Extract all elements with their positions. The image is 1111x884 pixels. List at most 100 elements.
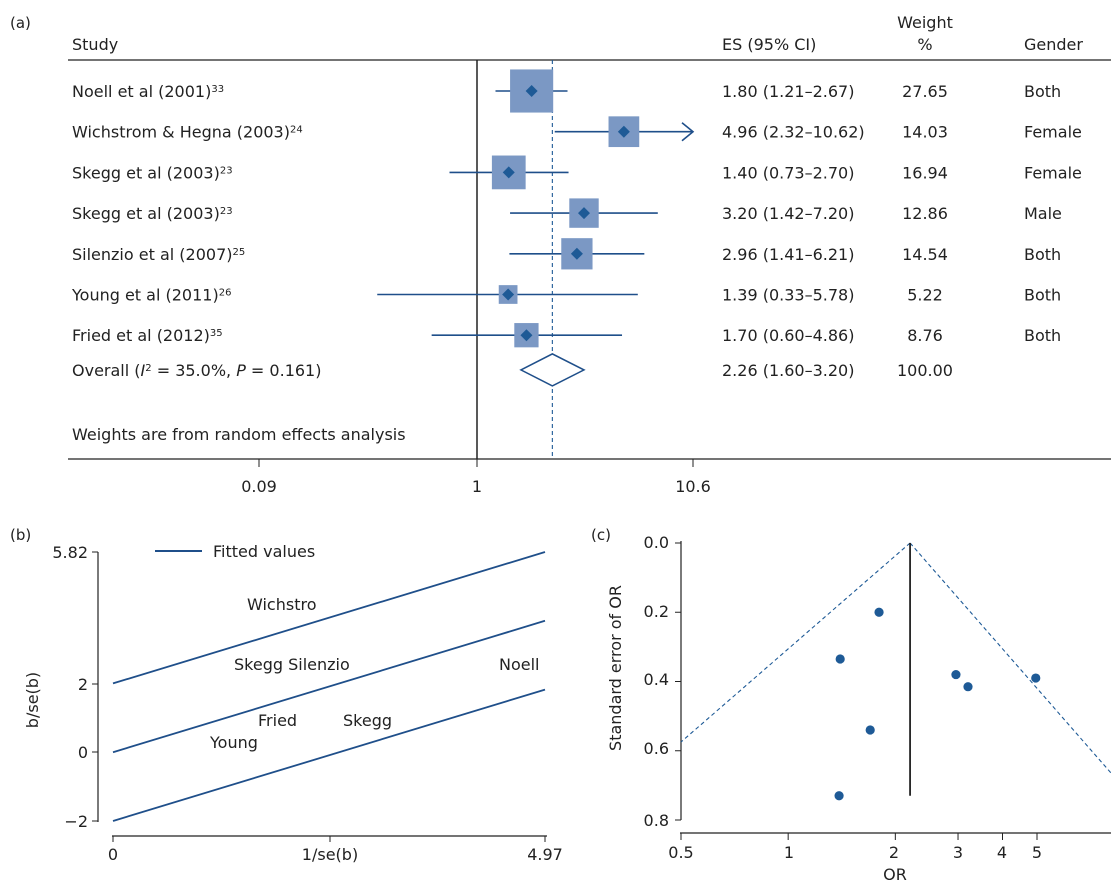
study-name: Skegg et al (2003) bbox=[72, 204, 220, 223]
study-reference: 23 bbox=[220, 206, 233, 217]
study-reference: 35 bbox=[210, 328, 223, 339]
x-tick-label-0-5: 0.5 bbox=[668, 843, 693, 862]
study-point bbox=[1031, 673, 1041, 683]
study-point bbox=[835, 654, 845, 664]
label-skegg-silenzio: Skegg Silenzio bbox=[234, 655, 350, 674]
y-tick-label-neg2: −2 bbox=[64, 812, 88, 831]
footnote: Weights are from random effects analysis bbox=[72, 425, 406, 444]
p-value: = 0.161) bbox=[246, 361, 322, 380]
effect-size: 1.39 (0.33–5.78) bbox=[722, 286, 854, 305]
effect-size: 1.80 (1.21–2.67) bbox=[722, 82, 854, 101]
header-study: Study bbox=[72, 35, 118, 54]
study-label: Young et al (2011)26 bbox=[71, 286, 231, 305]
y-ticks bbox=[675, 542, 681, 821]
gender-value: Both bbox=[1024, 326, 1061, 345]
funnel-left-limit bbox=[680, 542, 911, 743]
weight-value: 16.94 bbox=[902, 163, 948, 182]
weight-value: 12.86 bbox=[902, 204, 948, 223]
panel-c-label: (c) bbox=[591, 526, 611, 544]
y-tick-label-0: 0 bbox=[78, 743, 88, 762]
x-tick-label-0-09: 0.09 bbox=[241, 477, 277, 496]
label-skegg: Skegg bbox=[343, 711, 392, 730]
y-tick-label-0-6: 0.6 bbox=[644, 739, 669, 758]
panel-a-label: (a) bbox=[10, 14, 31, 32]
p-symbol: P bbox=[236, 361, 246, 380]
overall-stats: = 35.0%, bbox=[152, 361, 237, 380]
label-wichstro: Wichstro bbox=[247, 595, 316, 614]
overall-weight: 100.00 bbox=[897, 361, 953, 380]
y-tick-label-0-0: 0.0 bbox=[644, 533, 669, 552]
point-estimate bbox=[577, 207, 590, 220]
overall-label: Overall (I2 = 35.0%, P = 0.161) bbox=[72, 361, 321, 380]
study-name: Young et al (2011) bbox=[71, 286, 219, 305]
weight-value: 8.76 bbox=[907, 326, 943, 345]
panel-b-label: (b) bbox=[10, 526, 31, 544]
study-label: Fried et al (2012)35 bbox=[72, 326, 223, 345]
header-es: ES (95% CI) bbox=[722, 35, 816, 54]
study-label: Wichstrom & Hegna (2003)24 bbox=[72, 123, 303, 142]
study-point bbox=[834, 791, 844, 801]
x-ticks bbox=[680, 833, 1038, 840]
overall-prefix: Overall ( bbox=[72, 361, 141, 380]
y-tick-label-0-8: 0.8 bbox=[644, 811, 669, 830]
effect-size: 1.40 (0.73–2.70) bbox=[722, 163, 854, 182]
x-axis-label: OR bbox=[883, 865, 907, 884]
header-weight-line2: % bbox=[917, 35, 932, 54]
effect-size: 2.96 (1.41–6.21) bbox=[722, 245, 854, 264]
study-reference: 24 bbox=[290, 124, 303, 135]
study-reference: 23 bbox=[220, 165, 233, 176]
y-tick-label-0-4: 0.4 bbox=[644, 670, 669, 689]
point-estimate bbox=[502, 288, 515, 301]
x-tick-label-5: 5 bbox=[1032, 843, 1042, 862]
point-estimate bbox=[570, 247, 583, 260]
ci-arrow bbox=[681, 122, 695, 142]
y-tick-label-0-2: 0.2 bbox=[644, 602, 669, 621]
label-noell: Noell bbox=[499, 655, 540, 674]
study-point bbox=[963, 682, 973, 692]
y-axis-label: b/se(b) bbox=[23, 672, 42, 728]
gender-value: Both bbox=[1024, 245, 1061, 264]
gender-value: Female bbox=[1024, 123, 1082, 142]
funnel-marks bbox=[680, 542, 1111, 801]
weight-value: 27.65 bbox=[902, 82, 948, 101]
study-name: Noell et al (2001) bbox=[72, 82, 211, 101]
effect-size: 1.70 (0.60–4.86) bbox=[722, 326, 854, 345]
header-weight-line1: Weight bbox=[897, 13, 953, 32]
study-label: Skegg et al (2003)23 bbox=[72, 163, 233, 182]
fitted-line bbox=[112, 688, 546, 822]
point-estimate bbox=[502, 166, 515, 179]
study-label: Noell et al (2001)33 bbox=[72, 82, 224, 101]
study-reference: 33 bbox=[211, 84, 224, 95]
study-name: Fried et al (2012) bbox=[72, 326, 210, 345]
x-tick-label-1: 1 bbox=[472, 477, 482, 496]
point-estimate bbox=[617, 125, 630, 138]
i-squared-superscript: 2 bbox=[145, 362, 151, 373]
x-tick-label-1: 1 bbox=[784, 843, 794, 862]
fitted-line bbox=[112, 551, 546, 685]
effect-size: 4.96 (2.32–10.62) bbox=[722, 123, 865, 142]
study-reference: 25 bbox=[233, 246, 246, 257]
forest-plot: (a) Study ES (95% CI) Weight % Gender No… bbox=[10, 13, 1111, 496]
funnel-right-limit bbox=[909, 542, 1111, 774]
forest-x-axis: 0.09 1 10.6 bbox=[241, 459, 711, 496]
point-estimate bbox=[520, 329, 533, 342]
effect-size: 3.20 (1.42–7.20) bbox=[722, 204, 854, 223]
study-name: Wichstrom & Hegna (2003) bbox=[72, 123, 290, 142]
overall-effect-size: 2.26 (1.60–3.20) bbox=[722, 361, 854, 380]
study-point bbox=[874, 607, 884, 617]
gender-value: Both bbox=[1024, 286, 1061, 305]
gender-value: Female bbox=[1024, 163, 1082, 182]
fitted-lines bbox=[112, 551, 546, 822]
legend-label: Fitted values bbox=[213, 542, 315, 561]
funnel-plot: (c) 0.0 0.2 0.4 0.6 0.8 0.5 1 2 3 4 5 OR… bbox=[591, 526, 1111, 884]
x-tick-label-10-6: 10.6 bbox=[675, 477, 711, 496]
weight-value: 5.22 bbox=[907, 286, 943, 305]
x-tick-label-3: 3 bbox=[953, 843, 963, 862]
study-label: Silenzio et al (2007)25 bbox=[72, 245, 245, 264]
header-gender: Gender bbox=[1024, 35, 1083, 54]
galbraith-plot: (b) 5.82 2 0 −2 0 4.97 1/se(b) b/se(b) F… bbox=[10, 526, 563, 864]
overall-diamond bbox=[519, 353, 586, 387]
study-name: Silenzio et al (2007) bbox=[72, 245, 233, 264]
label-young: Young bbox=[209, 733, 258, 752]
x-axis-label: 1/se(b) bbox=[302, 845, 358, 864]
